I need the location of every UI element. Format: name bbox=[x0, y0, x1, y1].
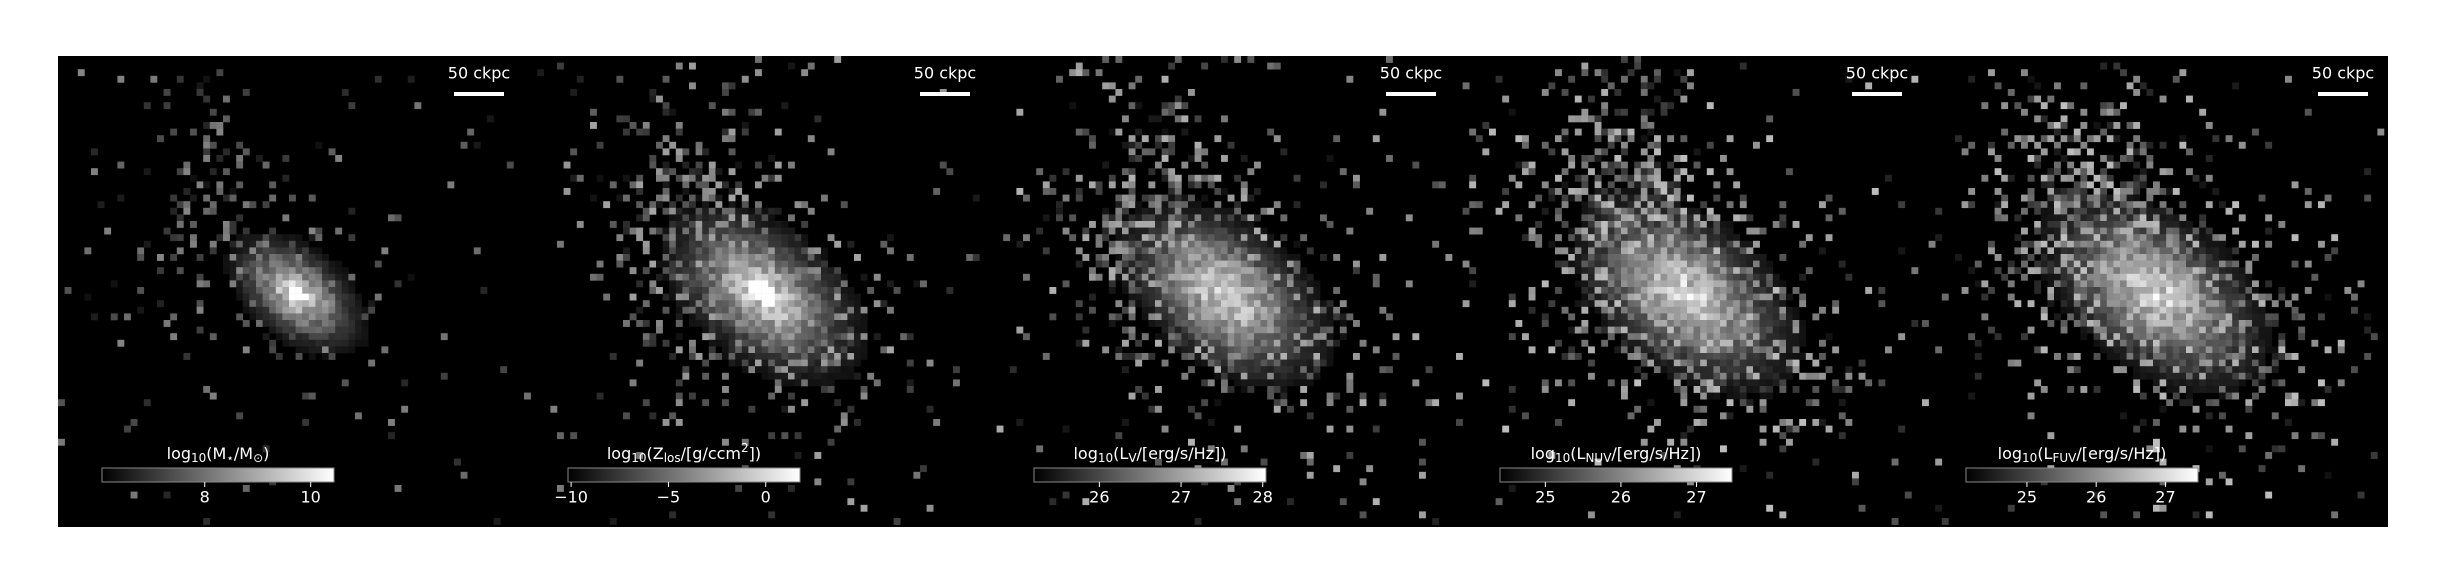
colorbar-tick-label: 27 bbox=[2155, 488, 2175, 507]
colorbar-tick-label: 10 bbox=[301, 488, 321, 507]
panel: 50 ckpc log10(LFUV/[erg/s/Hz]) 25 26 27 bbox=[1922, 56, 2388, 527]
pixel-map bbox=[1456, 56, 1919, 525]
colorbar-tick-label: 26 bbox=[1611, 488, 1631, 507]
scalebar-label: 50 ckpc bbox=[914, 64, 976, 83]
label-part: los bbox=[664, 451, 681, 465]
pixel-map bbox=[58, 69, 514, 525]
label-part: log bbox=[1531, 444, 1555, 463]
colorbar-tick-label: 8 bbox=[200, 488, 210, 507]
colorbar bbox=[101, 467, 335, 483]
label-part: log bbox=[1073, 444, 1097, 463]
label-part: log bbox=[1998, 444, 2022, 463]
colorbar-label: log10(LV/[erg/s/Hz]) bbox=[1073, 444, 1226, 465]
colorbar bbox=[1965, 467, 2199, 483]
colorbar-label: log10(LNUV/[erg/s/Hz]) bbox=[1531, 444, 1702, 465]
pixel-map bbox=[524, 56, 980, 525]
label-part: V bbox=[1128, 451, 1137, 465]
label-part: /M bbox=[234, 444, 253, 463]
label-part: FUV bbox=[2052, 451, 2077, 465]
pixel-map bbox=[1922, 62, 2385, 525]
colorbar-tick-label: 26 bbox=[2086, 488, 2106, 507]
label-part: 10 bbox=[1555, 451, 1570, 465]
colorbar-label: log10(LFUV/[erg/s/Hz]) bbox=[1998, 444, 2167, 465]
colorbar-tick-label: −5 bbox=[657, 488, 681, 507]
label-part: 2 bbox=[741, 441, 749, 455]
panel: 50 ckpc log10(LV/[erg/s/Hz]) 26 27 28 bbox=[990, 56, 1456, 527]
label-part: /[erg/s/Hz]) bbox=[1611, 444, 1701, 463]
label-part: /[erg/s/Hz]) bbox=[2076, 444, 2166, 463]
scalebar-label: 50 ckpc bbox=[448, 64, 510, 83]
label-part: 10 bbox=[631, 451, 646, 465]
panel: 50 ckpc log10(LNUV/[erg/s/Hz]) 25 26 27 bbox=[1456, 56, 1922, 527]
label-part: (L bbox=[1570, 444, 1585, 463]
colorbar-tick-label: 25 bbox=[1535, 488, 1555, 507]
colorbar bbox=[1499, 467, 1733, 483]
label-part: ]) bbox=[749, 444, 761, 463]
label-part: NUV bbox=[1585, 451, 1612, 465]
colorbar-label: log10(M⋆/M⊙) bbox=[167, 444, 270, 465]
colorbar-tick-label: 28 bbox=[1253, 488, 1273, 507]
colorbar-tick-label: 27 bbox=[1686, 488, 1706, 507]
colorbar-label: log10(Zlos/[g/ccm2]) bbox=[607, 441, 761, 465]
label-part: ⊙ bbox=[253, 451, 263, 465]
label-part: 10 bbox=[191, 451, 206, 465]
colorbar bbox=[567, 467, 801, 483]
label-part: ⋆ bbox=[226, 451, 234, 465]
pixel-map bbox=[996, 56, 1453, 525]
label-part: log bbox=[607, 444, 631, 463]
label-part: (L bbox=[1113, 444, 1128, 463]
colorbar-tick-label: 0 bbox=[761, 488, 771, 507]
colorbar-tick-label: 27 bbox=[1171, 488, 1191, 507]
label-part: 10 bbox=[2022, 451, 2037, 465]
scalebar-label: 50 ckpc bbox=[1380, 64, 1442, 83]
label-part: (L bbox=[2037, 444, 2052, 463]
label-part: /[erg/s/Hz]) bbox=[1137, 444, 1227, 463]
panel: 50 ckpc log10(Zlos/[g/ccm2]) −10 −5 0 bbox=[524, 56, 990, 527]
label-part: (M bbox=[206, 444, 226, 463]
label-part: /[g/ccm bbox=[681, 444, 741, 463]
colorbar-tick-label: −10 bbox=[554, 488, 588, 507]
colorbar bbox=[1033, 467, 1267, 483]
label-part: ) bbox=[263, 444, 269, 463]
label-part: (Z bbox=[647, 444, 664, 463]
label-part: 10 bbox=[1098, 451, 1113, 465]
scalebar-label: 50 ckpc bbox=[1846, 64, 1908, 83]
colorbar-tick-label: 25 bbox=[2017, 488, 2037, 507]
scalebar-label: 50 ckpc bbox=[2312, 64, 2374, 83]
label-part: log bbox=[167, 444, 191, 463]
colorbar-tick-label: 26 bbox=[1089, 488, 1109, 507]
